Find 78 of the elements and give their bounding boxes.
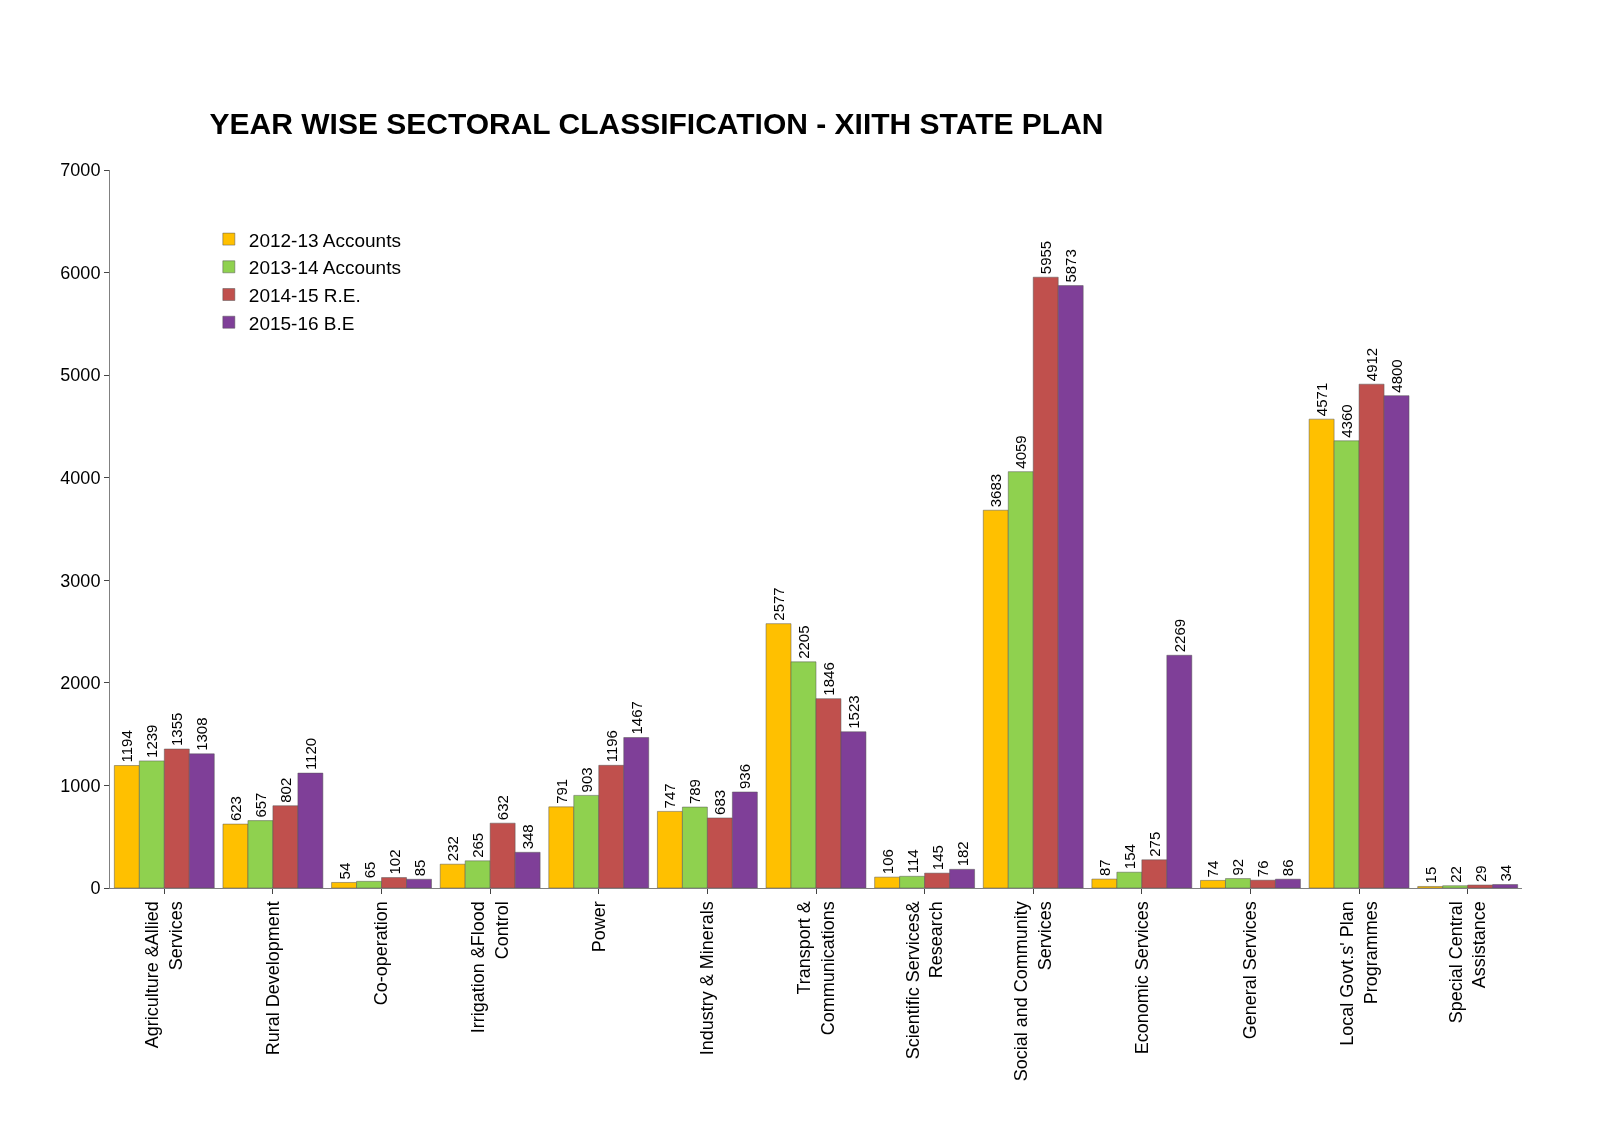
y-tick-label: 2000 <box>60 673 101 694</box>
data-label: 5873 <box>1062 249 1080 283</box>
x-tick-label: Rural Development <box>262 901 283 1056</box>
legend-label: 2015-16 B.E <box>248 312 355 334</box>
legend-label: 2014-15 R.E. <box>248 284 361 306</box>
y-tick-label: 1000 <box>60 775 101 796</box>
x-tick-label: Irrigation &Flood Control <box>468 901 512 1034</box>
chart-title: YEAR WISE SECTORAL CLASSIFICATION - XIITH STATE PLAN <box>209 106 1104 140</box>
x-tick-label: Scientific Services& Research <box>902 901 947 1060</box>
x-tick-label: Economic Services <box>1131 901 1152 1055</box>
data-label: 182 <box>953 841 971 867</box>
data-label: 903 <box>577 767 595 793</box>
data-label: 802 <box>276 777 294 803</box>
data-label: 3683 <box>987 473 1005 508</box>
data-label: 4800 <box>1388 359 1406 393</box>
data-label: 102 <box>385 849 403 875</box>
x-tick-label: Local Govt.s' Plan Programmes <box>1337 901 1381 1046</box>
data-label: 74 <box>1204 860 1222 878</box>
data-label: 54 <box>335 862 353 880</box>
x-tick-label: Transport & Communications <box>794 901 838 1036</box>
data-label: 683 <box>711 789 729 815</box>
data-label: 2205 <box>795 625 813 659</box>
data-label: 76 <box>1254 860 1272 878</box>
y-tick-label: 6000 <box>60 262 101 283</box>
data-label: 2577 <box>770 587 788 621</box>
data-label: 106 <box>878 849 896 875</box>
data-label: 15 <box>1421 866 1439 884</box>
data-label: 1523 <box>844 695 862 729</box>
data-label: 632 <box>494 795 512 821</box>
data-label: 1194 <box>118 730 136 763</box>
data-label: 1355 <box>168 712 186 747</box>
data-label: 623 <box>226 796 244 822</box>
data-label: 1467 <box>627 701 645 735</box>
data-label: 4912 <box>1363 347 1381 382</box>
x-tick-label: Industry & Minerals <box>697 901 718 1056</box>
data-label: 65 <box>360 861 378 879</box>
y-tick-label: 3000 <box>60 570 101 591</box>
legend-label: 2012-13 Accounts <box>248 229 401 251</box>
data-label: 86 <box>1279 859 1297 877</box>
legend-label: 2013-14 Accounts <box>248 257 401 279</box>
y-tick-label: 0 <box>90 878 101 899</box>
data-label: 2269 <box>1170 618 1188 653</box>
data-label: 657 <box>251 792 269 818</box>
x-tick-label: Social and Community Services <box>1011 901 1055 1082</box>
x-tick-label: Co-operation <box>371 901 392 1006</box>
data-label: 1239 <box>143 724 161 758</box>
x-tick-label: Power <box>588 901 609 953</box>
data-label: 936 <box>736 763 754 789</box>
data-label: 34 <box>1496 864 1514 882</box>
data-label: 275 <box>1145 831 1163 857</box>
data-label: 4360 <box>1338 404 1356 438</box>
data-label: 154 <box>1120 844 1138 870</box>
x-tick-label: General Services <box>1240 901 1261 1040</box>
data-label: 85 <box>410 859 428 877</box>
data-label: 4059 <box>1012 435 1030 469</box>
data-label: 232 <box>444 836 462 862</box>
data-label: 4571 <box>1313 382 1331 417</box>
data-label: 789 <box>686 779 704 805</box>
data-label: 1120 <box>301 737 319 771</box>
data-label: 791 <box>552 778 570 804</box>
data-label: 5955 <box>1037 240 1055 275</box>
y-tick-label: 4000 <box>60 468 101 489</box>
data-label: 87 <box>1095 859 1113 877</box>
data-label: 22 <box>1446 866 1464 883</box>
x-tick-label: Special Central Assistance <box>1445 901 1490 1024</box>
data-label: 92 <box>1229 858 1247 876</box>
data-label: 114 <box>903 849 921 874</box>
data-label: 29 <box>1471 865 1489 883</box>
data-label: 348 <box>519 824 537 850</box>
data-label: 1196 <box>602 730 620 763</box>
data-label: 747 <box>661 783 679 809</box>
x-tick-label: Agriculture &Allied Services <box>142 901 186 1049</box>
data-label: 1308 <box>193 717 211 751</box>
data-label: 145 <box>928 845 946 871</box>
y-tick-label: 5000 <box>60 365 101 386</box>
y-tick-label: 7000 <box>60 160 101 181</box>
data-label: 1846 <box>819 662 837 696</box>
data-label: 265 <box>469 832 487 858</box>
